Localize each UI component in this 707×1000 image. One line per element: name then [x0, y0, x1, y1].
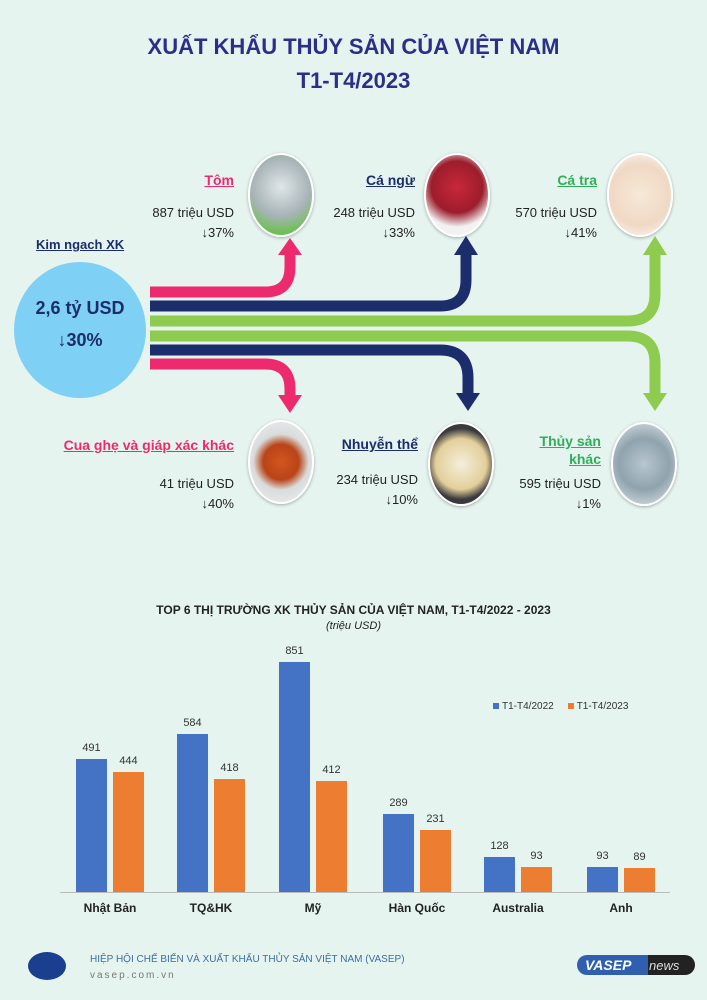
x-tick-label: Mỹ	[304, 901, 322, 915]
total-value: 2,6 tỷ USD	[35, 298, 125, 318]
arrow-up-catra	[643, 236, 667, 255]
data-label: 289	[389, 796, 408, 809]
vasep-logo	[28, 952, 66, 980]
data-label: 93	[596, 849, 609, 862]
product-name-tom: Tôm	[204, 172, 234, 188]
data-label: 491	[82, 742, 101, 755]
data-label: 128	[490, 840, 509, 853]
data-label: 584	[183, 717, 202, 730]
arrow-up-cangu	[454, 236, 478, 255]
other-seafood-image	[611, 422, 677, 506]
x-tick-label: Nhật Bản	[83, 901, 137, 915]
x-axis-line	[60, 892, 670, 893]
arrow-down-cua	[278, 395, 302, 413]
mollusc-image	[428, 422, 494, 506]
x-tick-label: Hàn Quốc	[388, 901, 446, 915]
flow-nhuyenthe	[150, 344, 474, 398]
x-tick-label: Anh	[609, 901, 633, 915]
title-line1: XUẤT KHẨU THỦY SẢN CỦA VIỆT NAM	[147, 34, 560, 59]
data-label: 89	[633, 850, 646, 863]
bar-2023	[316, 780, 347, 892]
arrow-down-nhuyenthe	[456, 393, 480, 411]
product-name-nhuyenthe: Nhuyễn thể	[341, 436, 418, 452]
vasep-news-logo: VASEP news	[577, 955, 695, 975]
flow-khac	[150, 330, 661, 398]
tuna-image	[424, 153, 490, 237]
x-tick-label: Australia	[492, 901, 544, 915]
bar-2023	[420, 829, 451, 892]
flow-diagram	[14, 236, 667, 413]
total-label: Kim ngach XK	[36, 237, 125, 252]
x-tick-label: TQ&HK	[189, 901, 233, 915]
flow-tom	[150, 250, 296, 298]
product-name-catra: Cá tra	[557, 172, 597, 188]
product-value-tom: 887 triệu USD ↓37%	[152, 205, 234, 240]
product-value-cua: 41 triệu USD ↓40%	[159, 476, 234, 511]
shrimp-image	[248, 153, 314, 237]
product-name-cua: Cua ghẹ và giáp xác khác	[63, 437, 234, 453]
chart-legend: T1-T4/2022 T1-T4/2023	[493, 701, 628, 712]
bar-2022	[383, 813, 414, 892]
bar-2022	[279, 662, 310, 892]
bar-2023	[521, 866, 552, 892]
data-label: 231	[426, 812, 445, 825]
data-label: 93	[530, 849, 543, 862]
total-circle	[14, 262, 146, 398]
product-name-khac: Thủy sản khác	[539, 433, 601, 467]
product-name-cangu: Cá ngừ	[365, 172, 415, 188]
bar-2023	[113, 772, 144, 892]
crab-image	[248, 420, 314, 504]
data-label: 418	[220, 762, 239, 775]
flow-cua	[150, 358, 296, 400]
pangasius-image	[607, 153, 673, 237]
flow-catra	[150, 250, 661, 327]
bar-2022	[484, 857, 515, 892]
total-change: ↓30%	[57, 330, 103, 350]
footer-org: HIỆP HỘI CHẾ BIẾN VÀ XUẤT KHẨU THỦY SẢN …	[90, 954, 405, 965]
chart-subtitle: (triệu USD)	[325, 620, 381, 632]
product-value-nhuyenthe: 234 triệu USD ↓10%	[336, 472, 418, 507]
data-label: 444	[119, 755, 138, 767]
title-line2: T1-T4/2023	[296, 68, 411, 93]
legend-2022: T1-T4/2022	[493, 701, 554, 712]
bar-2022	[177, 734, 208, 892]
footer-site[interactable]: vasep.com.vn	[90, 970, 176, 981]
bar-2022	[587, 866, 618, 892]
product-value-cangu: 248 triệu USD ↓33%	[333, 205, 415, 240]
arrow-down-khac	[643, 393, 667, 411]
product-value-catra: 570 triệu USD ↓41%	[515, 205, 597, 240]
product-value-khac: 595 triệu USD ↓1%	[519, 476, 601, 511]
flow-cangu	[150, 250, 472, 312]
bar-2022	[76, 759, 107, 892]
chart-title: TOP 6 THỊ TRƯỜNG XK THỦY SẢN CỦA VIỆT NA…	[156, 603, 551, 617]
arrow-up-tom	[278, 238, 302, 255]
legend-2023: T1-T4/2023	[567, 701, 628, 712]
data-label: 851	[285, 645, 304, 657]
bar-2023	[214, 779, 245, 892]
bar-2023	[624, 867, 655, 892]
data-label: 412	[322, 763, 341, 776]
